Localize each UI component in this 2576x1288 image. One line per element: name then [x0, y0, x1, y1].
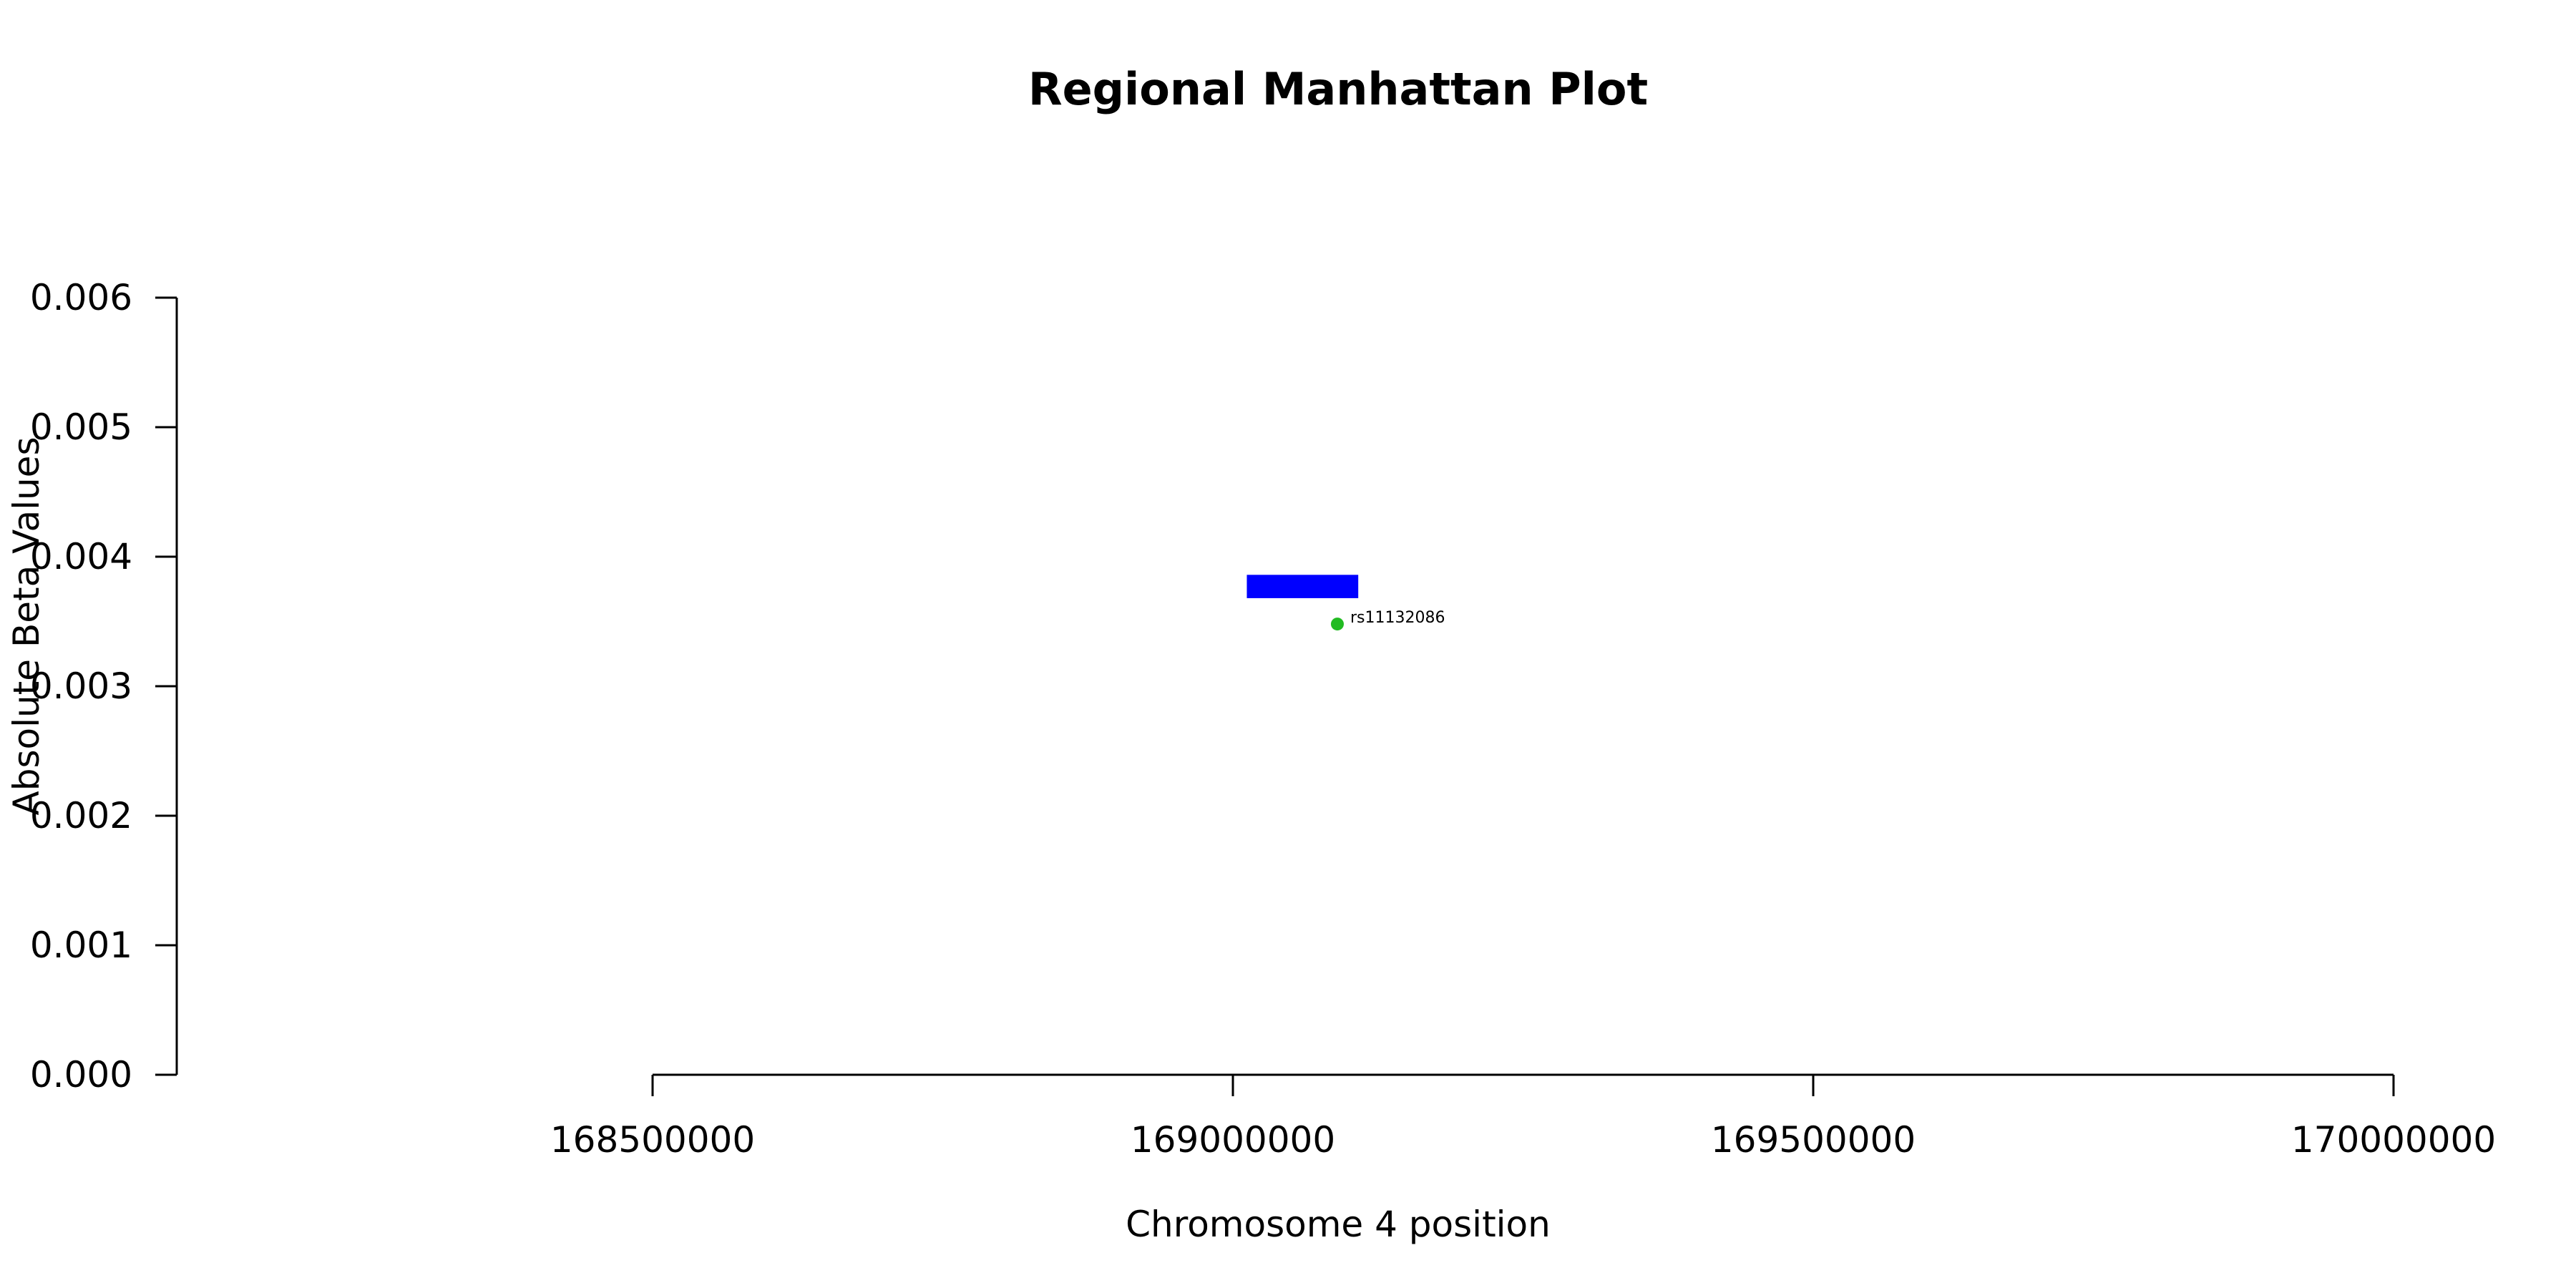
y-tick-label: 0.001	[30, 924, 132, 966]
y-axis: 0.000 0.001 0.002 0.003 0.004 0.005 0.006	[30, 277, 178, 1096]
snp-point	[1330, 618, 1344, 631]
x-tick-label: 169500000	[1711, 1119, 1916, 1161]
y-tick-label: 0.004	[30, 536, 132, 577]
y-axis-label: Absolute Beta Values	[6, 437, 47, 816]
x-tick-label: 168500000	[550, 1119, 755, 1161]
plot-area: rs11132086	[1246, 575, 1445, 631]
y-tick-label: 0.003	[30, 665, 132, 707]
y-tick-label: 0.006	[30, 277, 132, 318]
y-tick-label: 0.005	[30, 406, 132, 448]
snp-label: rs11132086	[1350, 609, 1445, 627]
x-axis-label: Chromosome 4 position	[1126, 1204, 1551, 1245]
x-tick-label: 169000000	[1131, 1119, 1335, 1161]
gene-bar	[1246, 575, 1359, 598]
chart-title: Regional Manhattan Plot	[1028, 63, 1648, 115]
y-tick-label: 0.002	[30, 795, 132, 836]
y-tick-label: 0.000	[30, 1054, 132, 1096]
x-axis: 168500000 169000000 169500000 170000000	[550, 1073, 2496, 1161]
x-tick-label: 170000000	[2291, 1119, 2496, 1161]
